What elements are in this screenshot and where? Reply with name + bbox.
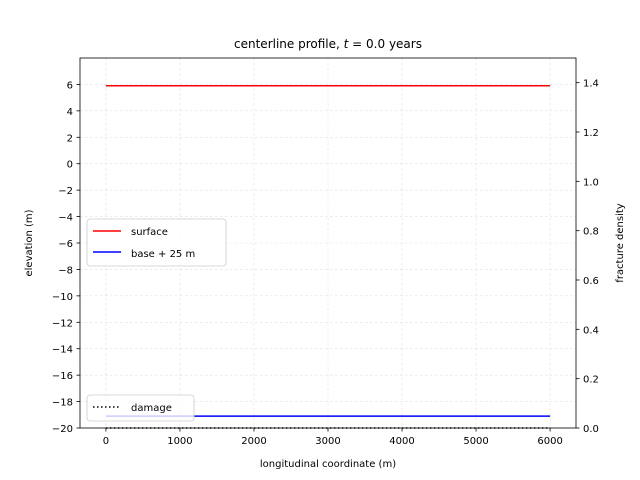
y-tick-label: −18 bbox=[52, 398, 73, 409]
legend-base-label: base + 25 m bbox=[131, 249, 195, 260]
y-tick-label: 2 bbox=[67, 133, 73, 144]
legend-damage-box bbox=[86, 394, 195, 422]
x-tick-label: 4000 bbox=[389, 436, 414, 447]
x-tick-label: 6000 bbox=[537, 436, 562, 447]
chart-title: centerline profile, t = 0.0 years bbox=[234, 37, 422, 51]
y-tick-label: −20 bbox=[52, 424, 73, 435]
legend-damage: damage bbox=[86, 394, 195, 422]
x-tick-label: 1000 bbox=[167, 436, 192, 447]
y-tick-label: −12 bbox=[52, 318, 73, 329]
y-tick-label: −8 bbox=[58, 265, 73, 276]
x-axis: 0 1000 2000 3000 4000 5000 6000 bbox=[103, 428, 563, 447]
y2-tick-label: 0.8 bbox=[583, 227, 599, 238]
x-tick-label: 5000 bbox=[463, 436, 488, 447]
y-tick-label: −2 bbox=[58, 186, 73, 197]
y-axis-label: elevation (m) bbox=[24, 209, 35, 276]
y-tick-label: 4 bbox=[67, 107, 73, 118]
y2-tick-label: 0.2 bbox=[583, 375, 599, 386]
y-tick-label: 0 bbox=[67, 160, 73, 171]
y-axis-right: 0.0 0.2 0.4 0.6 0.8 1.0 1.2 1.4 bbox=[576, 79, 599, 435]
y2-tick-label: 1.4 bbox=[583, 79, 599, 90]
y-tick-label: −16 bbox=[52, 371, 73, 382]
legend-main-box bbox=[86, 218, 227, 267]
y2-tick-label: 1.2 bbox=[583, 128, 599, 139]
legend-main: surface base + 25 m bbox=[86, 218, 227, 267]
y2-tick-label: 1.0 bbox=[583, 177, 599, 188]
y2-tick-label: 0.4 bbox=[583, 325, 599, 336]
y-tick-label: 6 bbox=[67, 80, 73, 91]
y-tick-label: −6 bbox=[58, 239, 73, 250]
x-tick-label: 0 bbox=[103, 436, 109, 447]
x-axis-label: longitudinal coordinate (m) bbox=[260, 459, 396, 470]
y2-tick-label: 0.6 bbox=[583, 276, 599, 287]
legend-surface-label: surface bbox=[131, 227, 168, 238]
y2-axis-label: fracture density bbox=[615, 203, 626, 282]
legend-damage-label: damage bbox=[131, 403, 172, 414]
x-tick-label: 2000 bbox=[241, 436, 266, 447]
y-tick-label: −4 bbox=[58, 213, 73, 224]
y-tick-label: −10 bbox=[52, 292, 73, 303]
y2-tick-label: 0.0 bbox=[583, 424, 599, 435]
y-tick-label: −14 bbox=[52, 345, 73, 356]
x-tick-label: 3000 bbox=[315, 436, 340, 447]
